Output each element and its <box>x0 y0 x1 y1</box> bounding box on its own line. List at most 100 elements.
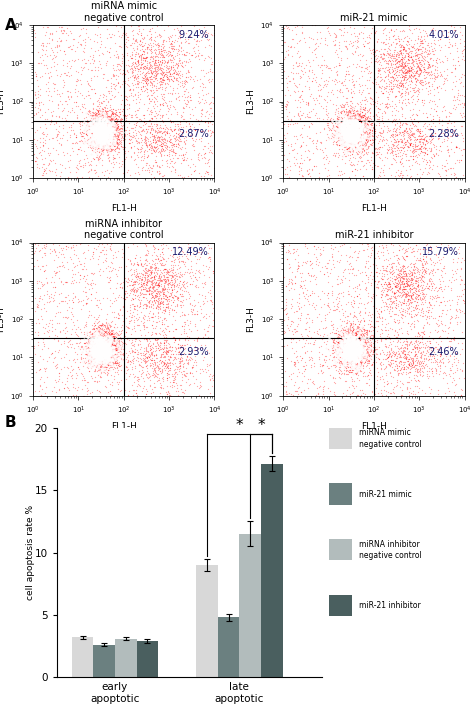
Point <box>422 352 430 364</box>
Point <box>205 39 213 51</box>
Point <box>133 282 140 294</box>
Point <box>105 344 112 355</box>
Point <box>57 25 64 36</box>
Point <box>201 42 209 53</box>
Point <box>417 304 425 316</box>
Point <box>298 170 306 181</box>
Point <box>352 133 359 144</box>
Point <box>337 329 345 340</box>
Point <box>341 133 348 144</box>
Point <box>346 344 354 355</box>
Point <box>142 73 150 85</box>
Point <box>356 29 363 40</box>
Point <box>117 103 124 115</box>
Point <box>434 87 442 98</box>
Point <box>169 84 177 96</box>
Point <box>83 119 91 130</box>
Point <box>144 275 151 286</box>
Point <box>346 125 353 136</box>
Point <box>349 344 356 356</box>
Point <box>107 120 114 131</box>
Point <box>157 351 164 362</box>
Point <box>89 120 96 131</box>
Point <box>351 354 359 365</box>
Point <box>108 351 116 362</box>
Point <box>405 281 413 292</box>
Point <box>408 359 416 370</box>
Point <box>175 67 182 78</box>
Point <box>346 116 354 128</box>
Point <box>91 125 98 137</box>
Point <box>102 348 110 359</box>
Point <box>110 126 118 138</box>
Point <box>100 130 107 142</box>
Point <box>75 338 83 349</box>
Point <box>99 130 107 142</box>
Point <box>98 133 105 144</box>
Point <box>402 353 410 364</box>
Point <box>410 143 417 154</box>
Point <box>356 362 364 374</box>
Point <box>152 349 160 361</box>
Point <box>109 354 117 366</box>
Point <box>346 125 354 137</box>
Point <box>99 133 107 145</box>
Point <box>356 348 363 359</box>
Point <box>56 326 64 337</box>
Point <box>145 263 152 275</box>
Point <box>340 343 348 354</box>
Point <box>96 133 103 144</box>
Point <box>98 125 105 136</box>
Point <box>111 133 119 144</box>
Point <box>90 113 98 124</box>
Point <box>187 168 195 180</box>
Point <box>91 329 98 340</box>
Point <box>406 81 414 93</box>
Point <box>174 341 182 352</box>
Point <box>336 127 343 138</box>
Point <box>86 133 94 145</box>
Point <box>406 285 413 297</box>
Point <box>366 67 374 78</box>
Point <box>152 40 159 51</box>
Point <box>64 241 72 252</box>
Point <box>402 268 410 279</box>
Point <box>349 134 357 145</box>
Point <box>108 352 115 364</box>
Point <box>87 117 94 128</box>
Point <box>352 134 359 145</box>
Point <box>109 129 116 140</box>
Point <box>152 144 160 155</box>
Point <box>163 81 170 93</box>
Point <box>128 141 135 153</box>
Point <box>96 347 104 359</box>
Point <box>352 354 359 366</box>
Point <box>353 347 361 358</box>
Point <box>436 274 443 285</box>
Point <box>360 350 367 361</box>
Point <box>457 145 465 156</box>
Point <box>354 49 362 61</box>
Point <box>69 378 77 389</box>
Point <box>335 287 343 299</box>
Point <box>346 351 354 362</box>
Point <box>344 145 352 157</box>
Point <box>351 116 358 127</box>
Point <box>354 143 362 154</box>
Point <box>99 356 107 367</box>
Point <box>375 103 383 115</box>
Point <box>347 342 355 354</box>
Point <box>356 354 364 365</box>
Point <box>352 125 359 137</box>
Point <box>101 337 109 348</box>
Point <box>105 333 112 344</box>
Point <box>392 148 399 160</box>
Point <box>353 347 360 358</box>
Point <box>355 343 362 354</box>
Point <box>107 257 114 268</box>
Point <box>341 113 348 124</box>
Point <box>100 346 108 357</box>
Point <box>362 135 370 146</box>
Point <box>346 343 354 354</box>
Point <box>344 336 352 347</box>
